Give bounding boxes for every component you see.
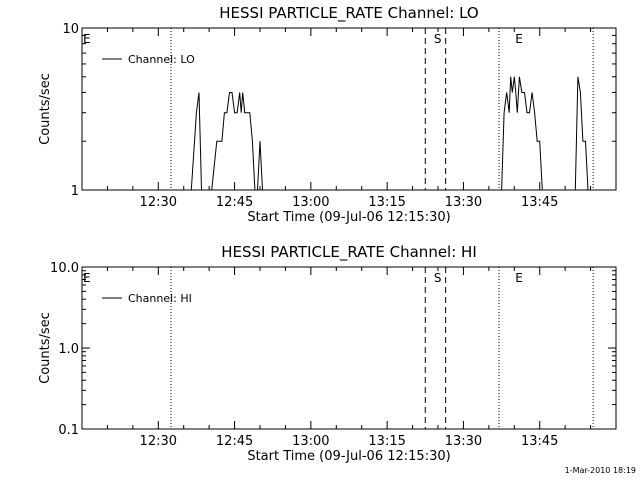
panel-1-annotation-e: E xyxy=(515,32,523,46)
panel-2-x-tick-label: 12:45 xyxy=(216,434,253,449)
panel-2-y-tick-label: 10.0 xyxy=(50,261,79,276)
panel-1-legend-label: Channel: LO xyxy=(128,53,195,66)
panel-2-title: HESSI PARTICLE_RATE Channel: HI xyxy=(221,243,477,262)
panel-1-x-tick-label: 12:30 xyxy=(140,195,177,210)
footer-timestamp: 1-Mar-2010 18:19 xyxy=(564,466,636,475)
panel-1-x-tick-label: 13:15 xyxy=(368,195,405,210)
panel-1-title: HESSI PARTICLE_RATE Channel: LO xyxy=(219,4,478,23)
panel-2-legend-label: Channel: HI xyxy=(128,292,192,305)
panel-2-y-axis-label: Counts/sec xyxy=(38,312,53,384)
panel-1-y-axis-label: Counts/sec xyxy=(38,73,53,145)
panel-1-y-tick-label: 1 xyxy=(71,184,79,199)
panel-1-x-axis-label: Start Time (09-Jul-06 12:15:30) xyxy=(247,210,450,225)
panel-2-annotation-e: E xyxy=(515,271,523,285)
panel-1-y-tick-label: 10 xyxy=(62,22,79,37)
panel-1-series-line-1 xyxy=(190,76,589,191)
panel-2-x-tick-label: 13:30 xyxy=(445,434,482,449)
panel-1-x-tick-label: 13:00 xyxy=(292,195,329,210)
panel-2-x-tick-label: 13:45 xyxy=(521,434,558,449)
panel-2-annotation-e: E xyxy=(83,271,91,285)
panel-1-x-tick-label: 12:45 xyxy=(216,195,253,210)
panel-1-annotation-s: S xyxy=(434,32,442,46)
panel-2-x-axis-label: Start Time (09-Jul-06 12:15:30) xyxy=(247,449,450,464)
panel-2-x-tick-label: 12:30 xyxy=(140,434,177,449)
panel-2-annotation-s: S xyxy=(434,271,442,285)
panel-1-annotation-e: E xyxy=(83,32,91,46)
panel-2-y-tick-label: 0.1 xyxy=(58,423,79,438)
panel-2-x-tick-label: 13:00 xyxy=(292,434,329,449)
panel-2-y-tick-label: 1.0 xyxy=(58,342,79,357)
panel-1-x-tick-label: 13:45 xyxy=(521,195,558,210)
panel-2-x-tick-label: 13:15 xyxy=(368,434,405,449)
panel-1-x-tick-label: 13:30 xyxy=(445,195,482,210)
